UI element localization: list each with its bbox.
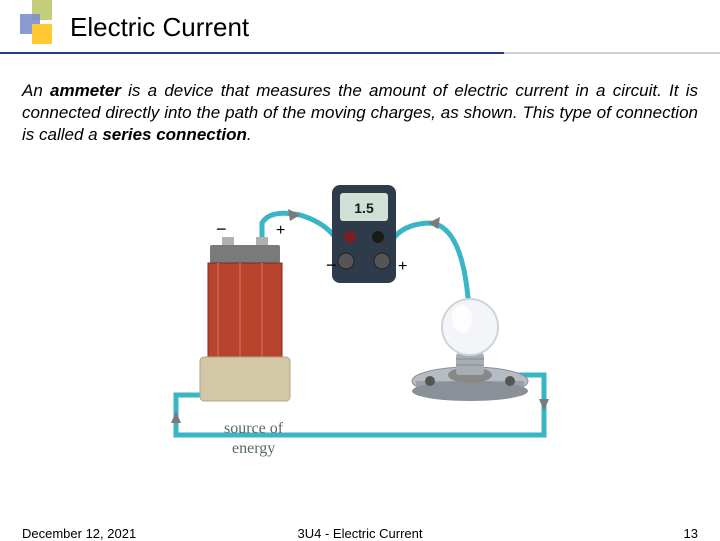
circuit-diagram: − + 1.5 − + so [140, 185, 580, 465]
slide-header: Electric Current [0, 0, 720, 56]
bulb-icon [412, 299, 528, 401]
battery-icon [200, 237, 290, 401]
source-label-line2: energy [232, 440, 275, 457]
footer-date: December 12, 2021 [22, 526, 136, 541]
footer-center: 3U4 - Electric Current [298, 526, 423, 541]
ammeter-minus-label: − [326, 255, 337, 275]
battery-plus-label: + [276, 222, 285, 239]
current-arrow-icon [428, 217, 440, 229]
current-arrow-icon [539, 399, 549, 411]
desc-text: . [247, 125, 252, 144]
ammeter-icon: 1.5 [332, 185, 396, 283]
current-arrow-icon [288, 209, 300, 221]
source-label-line1: source of [224, 420, 284, 437]
slide-title: Electric Current [70, 12, 720, 43]
ammeter-plus-label: + [398, 258, 407, 275]
desc-bold-series: series connection [102, 125, 247, 144]
bullet-icon [20, 0, 52, 44]
footer-page: 13 [684, 526, 698, 541]
description-paragraph: An ammeter is a device that measures the… [0, 56, 720, 145]
ammeter-reading: 1.5 [354, 200, 374, 216]
title-underline [0, 52, 720, 54]
desc-bold-ammeter: ammeter [50, 81, 121, 100]
battery-minus-label: − [216, 219, 227, 239]
current-arrow-icon [171, 411, 181, 423]
desc-text: An [22, 81, 50, 100]
